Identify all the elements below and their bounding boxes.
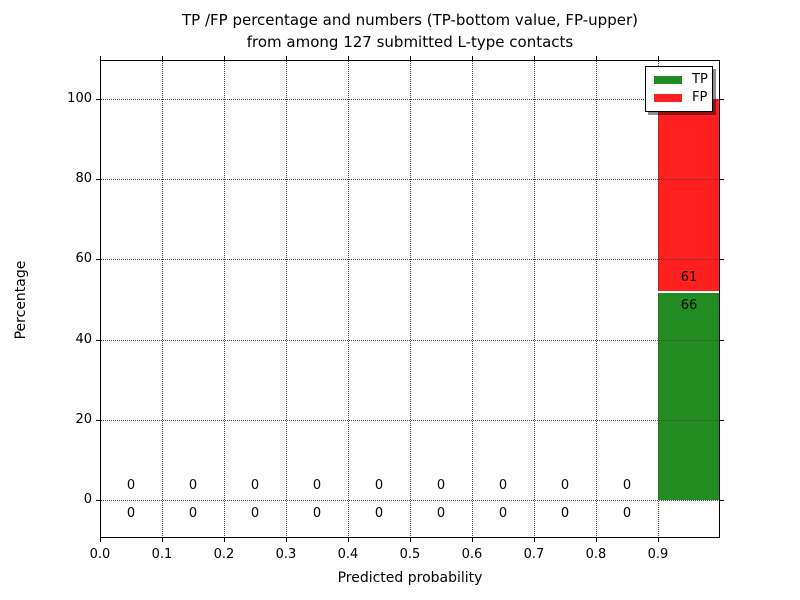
y-tick [720,259,724,260]
x-tick-label: 0.9 [647,547,669,562]
x-tick [348,538,349,542]
v-gridline [658,60,659,538]
x-tick [286,56,287,60]
y-tick-label: 20 [75,412,92,427]
y-tick [96,340,100,341]
v-gridline [162,60,163,538]
x-tick [534,538,535,542]
x-tick [534,56,535,60]
y-tick [720,340,724,341]
x-tick [596,538,597,542]
x-tick-label: 0.4 [337,547,359,562]
y-tick-label: 80 [75,171,92,186]
legend-item-fp: FP [654,89,712,107]
y-axis-label: Percentage [13,260,29,340]
x-tick-label: 0.0 [89,547,111,562]
chart-title: TP /FP percentage and numbers (TP-bottom… [100,9,720,53]
y-tick-label: 60 [75,251,92,266]
chart-title-line1: TP /FP percentage and numbers (TP-bottom… [182,11,638,29]
v-gridline [348,60,349,538]
v-gridline [596,60,597,538]
value-label-tp: 0 [126,506,136,521]
value-label-fp: 0 [250,478,260,493]
value-label-fp: 0 [498,478,508,493]
value-label-tp: 66 [680,298,698,313]
y-tick [720,500,724,501]
value-label-fp: 0 [622,478,632,493]
x-tick-label: 0.3 [275,547,297,562]
x-tick [596,56,597,60]
x-tick [224,56,225,60]
x-tick-label: 0.6 [461,547,483,562]
x-tick [348,56,349,60]
v-gridline [472,60,473,538]
y-tick [96,99,100,100]
value-label-tp: 0 [374,506,384,521]
legend-label-tp: TP [692,72,708,87]
bar-segment-fp [658,99,720,292]
value-label-fp: 0 [312,478,322,493]
x-tick-label: 0.1 [151,547,173,562]
value-label-tp: 0 [250,506,260,521]
y-tick [96,500,100,501]
v-gridline [286,60,287,538]
y-tick [720,99,724,100]
fp-swatch-icon [654,94,682,102]
y-tick-label: 40 [75,332,92,347]
legend-item-tp: TP [654,71,712,89]
x-tick [100,56,101,60]
x-tick [224,538,225,542]
y-tick [720,420,724,421]
value-label-fp: 0 [374,478,384,493]
y-tick-label: 100 [67,91,92,106]
value-label-tp: 0 [436,506,446,521]
x-tick-label: 0.7 [523,547,545,562]
bar-divider [658,291,720,293]
y-tick-label: 0 [83,492,92,507]
x-tick [100,538,101,542]
v-gridline [410,60,411,538]
x-tick [286,538,287,542]
value-label-tp: 0 [622,506,632,521]
x-tick-label: 0.2 [213,547,235,562]
chart-title-line2: from among 127 submitted L-type contacts [246,33,574,51]
y-tick [96,179,100,180]
bar-segment-tp [658,292,720,500]
x-tick [162,56,163,60]
v-gridline [224,60,225,538]
x-axis-label: Predicted probability [337,570,483,586]
x-tick [162,538,163,542]
value-label-fp: 0 [188,478,198,493]
x-tick [410,538,411,542]
x-tick [472,56,473,60]
x-tick-label: 0.5 [399,547,421,562]
y-tick [720,179,724,180]
x-tick [658,538,659,542]
y-tick [96,259,100,260]
value-label-fp: 0 [436,478,446,493]
value-label-fp: 61 [680,270,698,285]
value-label-tp: 0 [188,506,198,521]
x-tick-label: 0.8 [585,547,607,562]
value-label-tp: 0 [560,506,570,521]
value-label-fp: 0 [126,478,136,493]
x-tick [410,56,411,60]
x-tick [658,56,659,60]
x-tick [472,538,473,542]
value-label-fp: 0 [560,478,570,493]
tp-swatch-icon [654,76,682,84]
legend: TP FP [645,66,713,112]
value-label-tp: 0 [312,506,322,521]
value-label-tp: 0 [498,506,508,521]
y-tick [96,420,100,421]
v-gridline [534,60,535,538]
legend-label-fp: FP [692,90,708,105]
